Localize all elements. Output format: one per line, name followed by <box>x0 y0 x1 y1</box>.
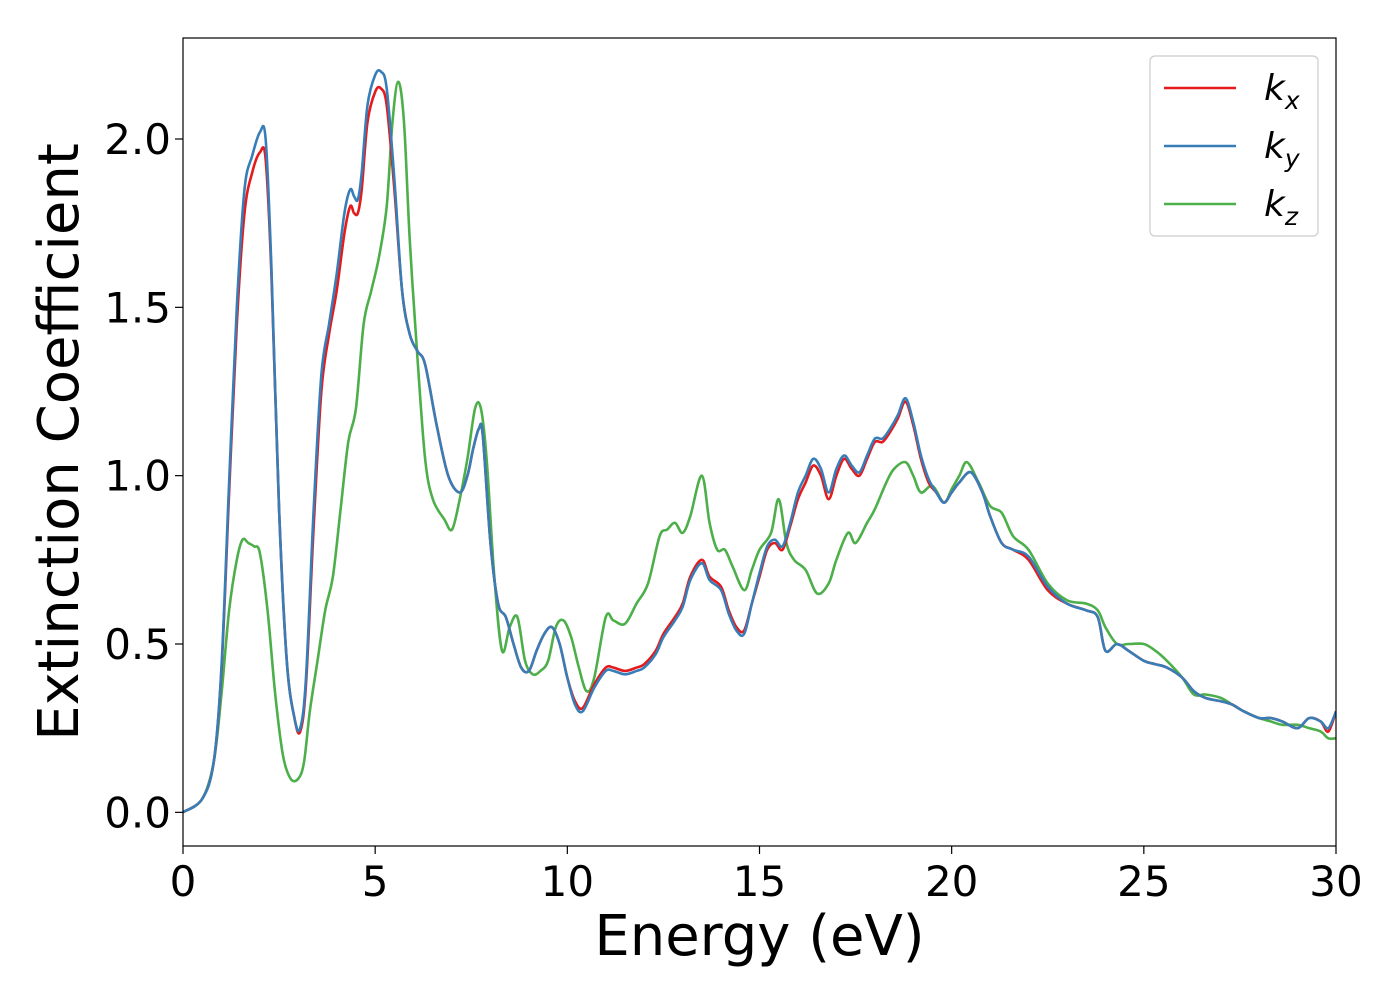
legend-label-main: k <box>1264 184 1287 225</box>
y-tick-label: 1.5 <box>104 283 171 332</box>
legend-label-sub: z <box>1284 202 1299 231</box>
x-tick-label: 10 <box>541 857 594 906</box>
x-axis-label: Energy (eV) <box>594 904 924 969</box>
x-tick-label: 20 <box>925 857 978 906</box>
x-axis-ticks: 0 5 10 15 20 25 30 <box>170 846 1363 906</box>
legend-label-sub: y <box>1284 144 1301 173</box>
y-tick-label: 2.0 <box>104 115 171 164</box>
y-axis-ticks: 0.0 0.5 1.0 1.5 2.0 <box>104 115 183 837</box>
legend-label-z: kz <box>1264 184 1299 231</box>
legend-label-x: kx <box>1264 68 1300 115</box>
x-tick-label: 0 <box>170 857 197 906</box>
series-line-z <box>183 80 1336 814</box>
legend-label-y: ky <box>1264 126 1301 173</box>
legend-label-main: k <box>1264 126 1287 167</box>
x-tick-label: 5 <box>362 857 389 906</box>
y-tick-label: 0.0 <box>104 788 171 837</box>
legend-label-sub: x <box>1284 86 1300 115</box>
y-axis-label: Extinction Coefficient <box>27 143 92 741</box>
x-tick-label: 25 <box>1117 857 1170 906</box>
legend-label-main: k <box>1264 68 1287 109</box>
series-layer <box>183 68 1336 814</box>
x-tick-label: 15 <box>733 857 786 906</box>
x-tick-label: 30 <box>1309 857 1362 906</box>
y-tick-label: 1.0 <box>104 452 171 501</box>
y-tick-label: 0.5 <box>104 620 171 669</box>
series-line-y <box>183 68 1336 814</box>
